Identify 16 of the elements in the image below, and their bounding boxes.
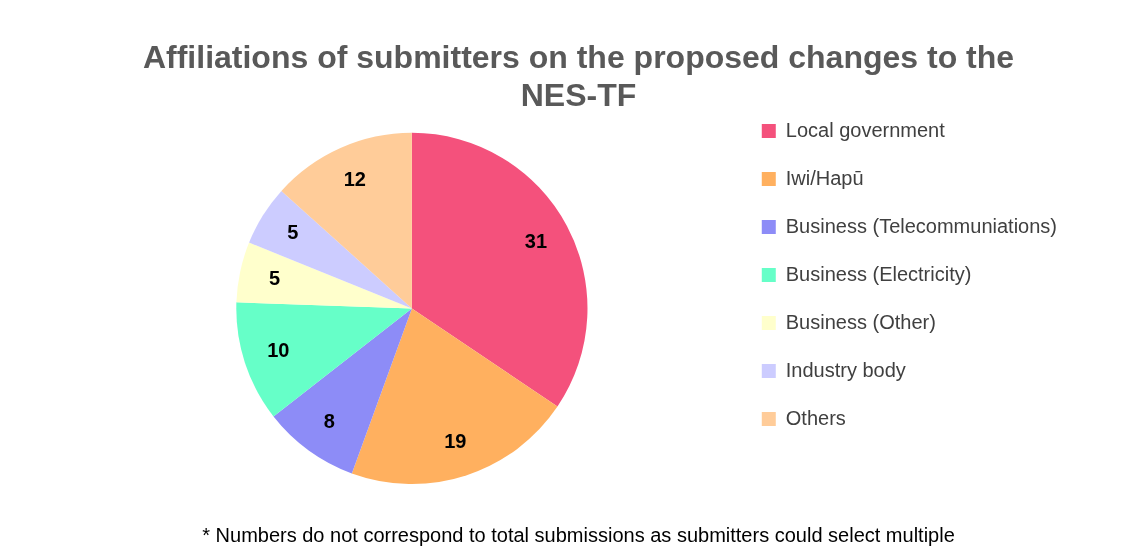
legend-label: Iwi/Hapū xyxy=(785,166,864,189)
data-label: 31 xyxy=(524,229,548,252)
legend-label: Business (Other) xyxy=(785,310,936,333)
data-label: 5 xyxy=(268,266,281,289)
data-label: 12 xyxy=(343,167,366,190)
legend-label: Local government xyxy=(785,118,946,141)
legend-label: Industry body xyxy=(785,358,906,381)
data-label: 5 xyxy=(287,221,299,244)
data-label: 10 xyxy=(267,339,290,362)
legend-label: Business (Electricity) xyxy=(785,262,972,285)
chart-title: Affiliations of submitters on the proposed changes to the NES-TF xyxy=(142,39,1015,114)
legend-label: Others xyxy=(785,406,846,429)
data-label: 8 xyxy=(323,409,335,432)
legend-label: Business (Telecommuniations) xyxy=(785,214,1058,237)
data-label: 19 xyxy=(444,429,467,452)
text: * Numbers do not correspond to total submissions as submitters could select multiple xyxy=(202,523,955,546)
